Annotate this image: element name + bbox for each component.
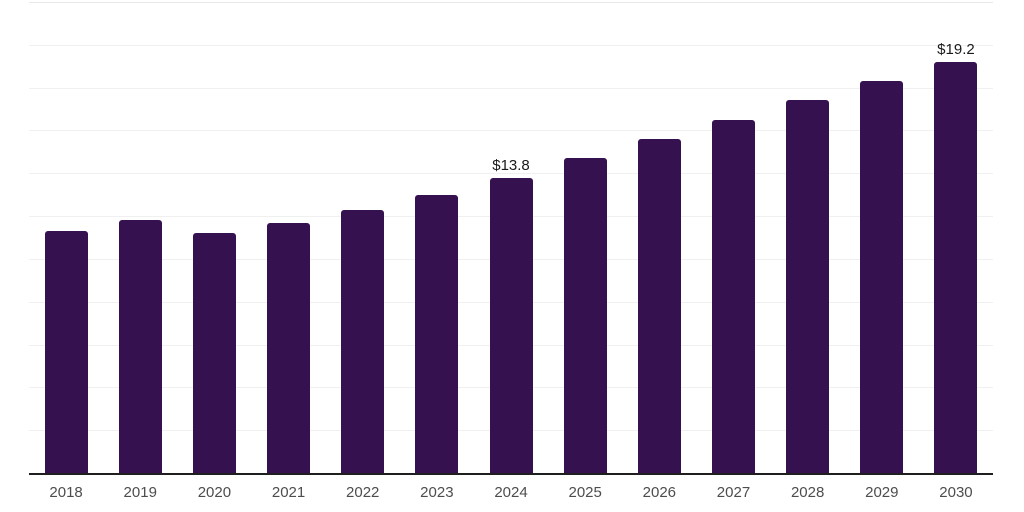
bar-value-label-2024: $13.8	[492, 156, 530, 174]
x-axis-label-2029: 2029	[865, 484, 899, 501]
x-axis-label-2024: 2024	[494, 484, 528, 501]
bar-band-2018	[29, 2, 103, 473]
x-axis: 2018 2019 2020 2021 2022 2023 2024 2025 2026 2027…	[29, 484, 993, 502]
x-axis-label-2018: 2018	[49, 484, 83, 501]
gridline	[29, 130, 993, 132]
bar-band-2024: $13.8	[474, 2, 548, 473]
bar-2027	[711, 119, 755, 473]
bar-2029	[860, 81, 904, 473]
bars-container: $13.8 $19.2	[29, 2, 993, 473]
bar-band-2026	[622, 2, 696, 473]
x-axis-label-2026: 2026	[642, 484, 677, 501]
bar-band-2020	[177, 2, 251, 473]
x-axis-label-2020: 2020	[197, 484, 232, 501]
x-axis-label-2023: 2023	[420, 484, 454, 501]
x-axis-label-2021: 2021	[271, 484, 306, 501]
x-axis-label-2027: 2027	[716, 484, 751, 501]
bar-2028	[786, 100, 830, 473]
x-axis-label-2028: 2028	[790, 484, 825, 501]
plot-area: $13.8 $19.2	[29, 2, 993, 475]
gridline	[29, 173, 993, 175]
x-axis-label-2030: 2030	[939, 484, 973, 501]
bar-2030	[934, 61, 978, 473]
bar-2018	[44, 231, 88, 473]
x-axis-label-2025: 2025	[568, 484, 602, 501]
bar-band-2027	[696, 2, 770, 473]
gridline	[29, 2, 993, 3]
bar-2023	[415, 194, 459, 473]
bar-2025	[563, 158, 607, 473]
x-axis-label-2022: 2022	[346, 484, 380, 501]
bar-band-2019	[103, 2, 177, 473]
bar-band-2022	[326, 2, 400, 473]
bar-band-2023	[400, 2, 474, 473]
bar-2021	[267, 222, 311, 473]
bar-band-2030: $19.2	[919, 2, 993, 473]
bar-2022	[341, 209, 385, 473]
bar-2020	[192, 233, 236, 473]
bar-2024	[489, 177, 533, 473]
x-axis-label-2019: 2019	[123, 484, 157, 501]
bar-2019	[118, 220, 162, 473]
gridline	[29, 44, 993, 46]
bar-band-2028	[771, 2, 845, 473]
bar-band-2025	[548, 2, 622, 473]
bar-2026	[637, 139, 681, 473]
bar-band-2029	[845, 2, 919, 473]
bar-value-label-2030: $19.2	[937, 40, 975, 58]
bar-band-2021	[251, 2, 325, 473]
gridline	[29, 87, 993, 89]
